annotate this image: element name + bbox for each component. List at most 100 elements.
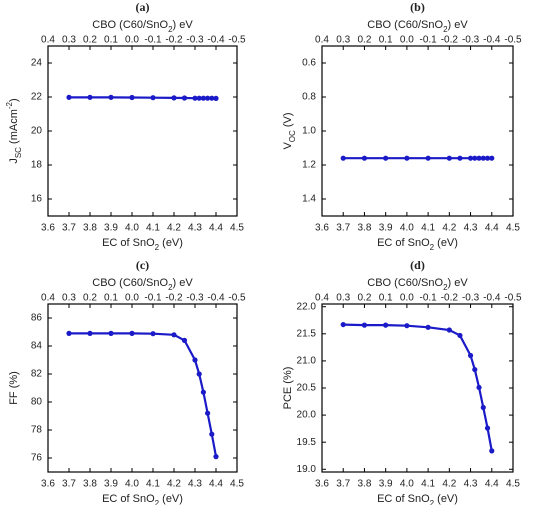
data-point <box>205 410 211 416</box>
x-axis-label-run: (eV) <box>159 237 183 249</box>
y-axis-label-run: PCE (%) <box>282 367 294 410</box>
y-tick-label: 20.0 <box>297 410 317 421</box>
y-axis-label: FF (%) <box>8 371 20 405</box>
x-axis-label: EC of SnO2 (eV) <box>102 237 183 252</box>
x-tick-label: 3.7 <box>62 223 76 234</box>
y-tick-label: 86 <box>31 313 43 324</box>
data-point <box>484 155 491 161</box>
x2-tick-label: -0.2 <box>441 293 459 304</box>
plot-frame <box>47 45 238 217</box>
x-axis-label-run: 2 <box>430 243 435 252</box>
data-point <box>66 330 72 336</box>
data-line <box>343 323 493 452</box>
panel-title: (a) <box>136 0 150 14</box>
data-point <box>480 155 486 161</box>
top-axis-label-run: ) eV <box>173 277 194 289</box>
y-axis-label-run: (V) <box>282 112 294 130</box>
data-line <box>69 332 218 457</box>
x2-tick-label: 0.0 <box>125 293 139 304</box>
top-axis-label-run: CBO (C60/SnO <box>92 277 168 289</box>
x2-tick-label: -0.1 <box>144 293 162 304</box>
x2-tick-label: -0.1 <box>419 35 437 46</box>
plot-frame <box>321 45 514 217</box>
y-axis-label: VOC (V) <box>282 112 297 149</box>
x-tick-label: 4.4 <box>209 223 223 234</box>
x-tick-label: 4.0 <box>125 479 139 490</box>
x-tick-label: 4.0 <box>400 223 414 234</box>
y-axis-label: PCE (%) <box>282 367 294 410</box>
data-point <box>383 322 389 328</box>
x-tick-label: 3.6 <box>315 479 329 490</box>
data-point <box>361 155 368 161</box>
data-point <box>108 330 114 336</box>
x-tick-label: 4.5 <box>230 223 244 234</box>
top-axis-label-run: 2 <box>443 25 448 34</box>
data-point <box>404 323 410 329</box>
data-point <box>467 352 474 359</box>
y-tick-label: 84 <box>31 341 43 352</box>
data-point <box>404 155 410 161</box>
top-axis-label-run: ) eV <box>448 19 469 31</box>
y-tick-label: 76 <box>31 453 43 464</box>
x-axis-label-run: 2 <box>155 499 160 505</box>
x2-tick-label: 0.1 <box>379 293 393 304</box>
y-axis-label-run: ) <box>8 98 20 102</box>
panel-title: (b) <box>410 0 425 14</box>
y-tick-label: 19.0 <box>297 464 317 475</box>
x-tick-label: 4.0 <box>125 223 139 234</box>
x2-tick-label: 0.3 <box>62 293 76 304</box>
top-axis-label-run: CBO (C60/SnO <box>367 19 443 31</box>
top-axis-label-run: ) eV <box>173 19 194 31</box>
x-tick-label: 3.6 <box>41 479 55 490</box>
x-axis-label-run: EC of SnO <box>377 237 430 249</box>
x2-tick-label: -0.2 <box>441 35 459 46</box>
data-point <box>66 94 72 100</box>
x-axis-label-run: EC of SnO <box>377 493 430 505</box>
x2-tick-label: -0.4 <box>483 35 501 46</box>
x-axis-label-run: (eV) <box>159 493 183 505</box>
x2-tick-label: -0.3 <box>186 35 204 46</box>
data-point <box>383 155 389 161</box>
data-point <box>476 384 482 391</box>
y-tick-label: 20.5 <box>297 383 317 394</box>
x-axis-label-run: (eV) <box>434 493 458 505</box>
x2-tick-label: 0.3 <box>62 35 76 46</box>
top-axis-label-run: 2 <box>443 283 448 292</box>
x-tick-label: 3.8 <box>83 223 97 234</box>
data-point <box>192 95 198 101</box>
top-axis-label-run: 2 <box>168 283 173 292</box>
data-point <box>171 95 177 101</box>
x-axis-label-run: (eV) <box>434 237 458 249</box>
data-point <box>192 357 198 363</box>
x-tick-label: 3.6 <box>41 223 55 234</box>
y-axis-label-run: OC <box>288 130 297 142</box>
x2-tick-label: -0.5 <box>504 293 522 304</box>
y-axis-label-run: V <box>282 142 294 150</box>
data-point <box>480 404 486 411</box>
x2-tick-label: -0.5 <box>228 293 246 304</box>
x2-tick-label: -0.2 <box>165 35 183 46</box>
x2-tick-label: 0.4 <box>41 35 55 46</box>
x-tick-label: 3.7 <box>62 479 76 490</box>
data-point <box>446 155 452 161</box>
x2-tick-label: 0.0 <box>125 35 139 46</box>
data-point <box>129 330 135 336</box>
x-tick-label: 3.7 <box>336 479 350 490</box>
y-tick-label: 16 <box>31 194 43 205</box>
data-point <box>489 155 495 161</box>
x-tick-label: 3.9 <box>104 479 118 490</box>
y-axis-label-run: -2 <box>5 101 14 109</box>
y-tick-label: 21.0 <box>297 356 317 367</box>
x-tick-label: 3.9 <box>379 223 393 234</box>
x2-tick-label: 0.3 <box>336 35 350 46</box>
x-tick-label: 3.9 <box>104 223 118 234</box>
data-point <box>209 431 215 437</box>
plot-frame <box>47 303 238 473</box>
x-axis-label: EC of SnO2 (eV) <box>377 493 458 505</box>
x-axis-label-run: 2 <box>430 499 435 505</box>
x-tick-label: 3.6 <box>315 223 329 234</box>
y-tick-label: 22 <box>31 92 43 103</box>
